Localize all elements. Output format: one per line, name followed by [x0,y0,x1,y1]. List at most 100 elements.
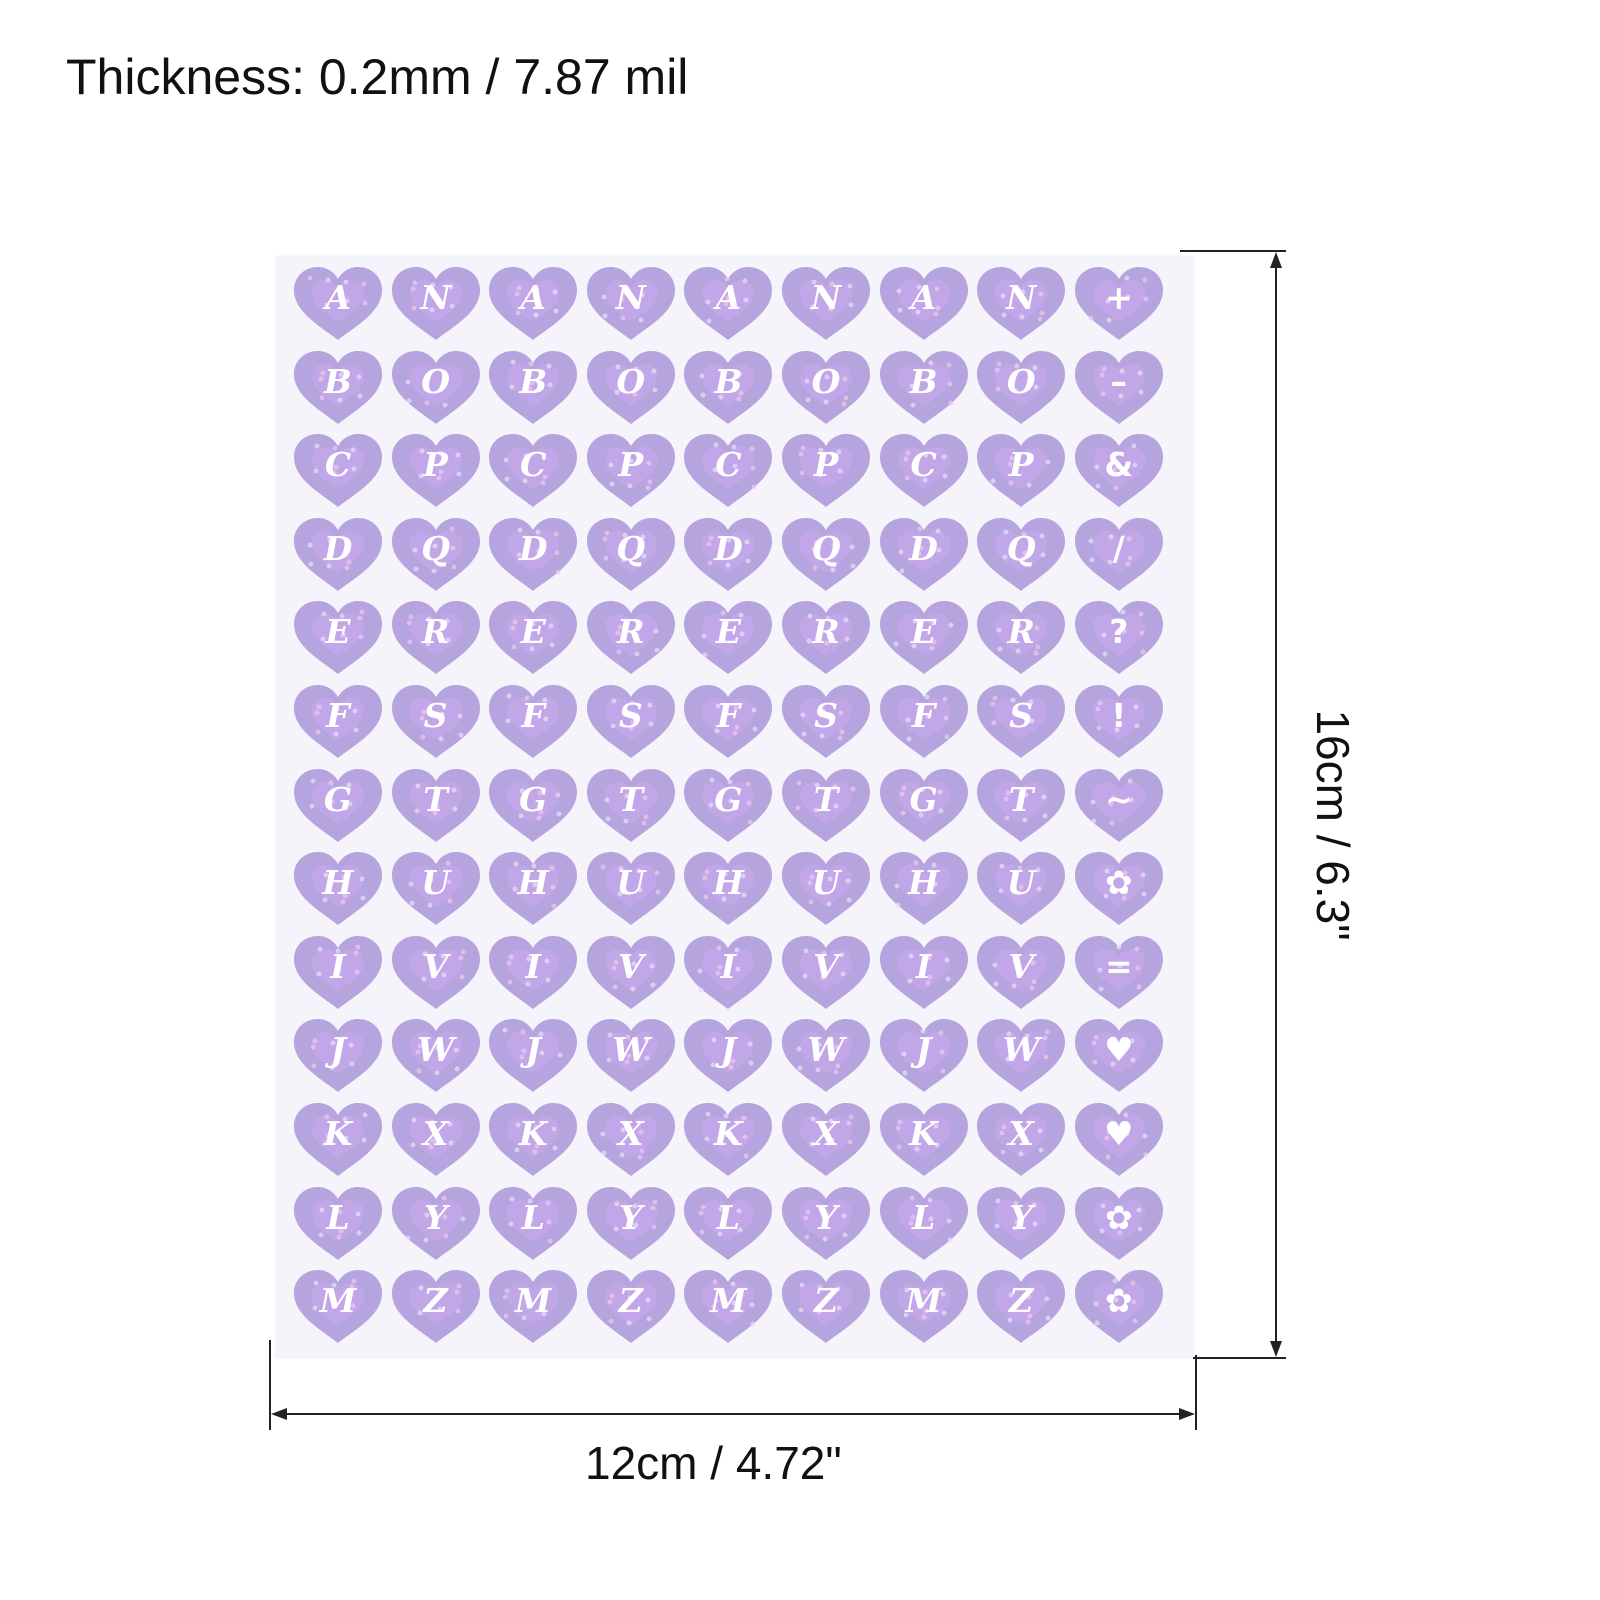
heart-sticker: D [485,515,581,595]
heart-sticker: M [290,1267,386,1347]
heart-shape [977,852,1066,926]
heart-shape [294,601,382,675]
heart-sticker: J [680,1016,776,1096]
sticker-letter: W [417,1030,455,1070]
sticker-letter: F [521,696,545,735]
heart-sticker: D [290,515,386,595]
heart-shape [1074,434,1163,508]
heart-shape [684,685,773,758]
sticker-letter: K [714,1114,743,1153]
sticker-letter: M [905,1281,942,1321]
heart-sticker: O [583,348,679,428]
heart-sticker: C [485,431,581,511]
heart-sticker: I [680,933,776,1013]
sticker-letter: Q [616,528,646,568]
heart-sticker: T [388,766,484,846]
heart-shape [879,350,968,424]
heart-shape [489,267,578,340]
heart-shape [489,517,578,591]
heart-shape [684,852,773,926]
heart-sticker: F [290,682,386,762]
sticker-letter: X [813,1114,839,1153]
sticker-letter: D [714,528,743,568]
sticker-letter: C [324,445,352,485]
heart-shape [782,350,870,424]
sticker-letter: E [325,612,351,652]
heart-shape [879,685,968,758]
sticker-letter: Q [421,528,450,568]
heart-sticker: P [778,431,874,511]
sticker-letter: P [813,445,839,485]
heart-sticker: B [290,348,386,428]
heart-sticker: C [680,431,776,511]
sticker-symbol: = [1104,946,1133,986]
heart-shape [294,517,382,591]
heart-shape [1074,1019,1163,1093]
sticker-letter: L [326,1197,350,1237]
heart-shape [879,1019,968,1093]
heart-sticker: ✿ [1071,1267,1167,1347]
width-label: 12cm / 4.72" [585,1437,842,1489]
sticker-letter: Q [1006,528,1036,568]
heart-sticker: ♥ [1071,1016,1167,1096]
heart-sticker: O [973,348,1069,428]
heart-shape [294,1019,382,1093]
heart-shape [684,350,773,424]
heart-sticker: Y [583,1184,679,1264]
sticker-letter: R [421,612,450,652]
heart-sticker: R [388,598,484,678]
heart-sticker: + [1071,264,1167,344]
heart-sticker: O [778,348,874,428]
heart-sticker: X [973,1100,1069,1180]
heart-sticker: H [485,849,581,929]
heart-sticker: A [290,264,386,344]
thickness-label: Thickness: 0.2mm / 7.87 mil [66,49,689,105]
sticker-letter: I [915,946,932,986]
heart-sticker: X [778,1100,874,1180]
heart-shape [586,267,675,340]
heart-sticker: = [1071,933,1167,1013]
heart-sticker: I [876,933,972,1013]
heart-shape [489,434,578,508]
heart-shape [586,1270,675,1344]
heart-shape [1074,350,1163,424]
sticker-letter: G [519,779,548,819]
heart-sticker: N [583,264,679,344]
sticker-symbol: + [1104,278,1133,317]
heart-shape [294,685,382,758]
sticker-letter: E [520,612,546,652]
sticker-letter: N [810,278,842,317]
heart-sticker: A [680,264,776,344]
heart-sticker: Y [973,1184,1069,1264]
sticker-letter: Z [618,1281,643,1321]
sticker-letter: S [618,696,643,735]
heart-shape [879,267,968,340]
heart-shape [489,1103,578,1176]
heart-shape [977,685,1066,758]
sticker-symbol: ? [1109,612,1129,652]
heart-shape [977,1270,1066,1344]
sticker-letter: T [618,779,644,819]
heart-sticker: J [290,1016,386,1096]
heart-shape [391,685,480,758]
heart-shape [977,434,1066,508]
heart-shape [684,1019,773,1093]
heart-shape [977,601,1066,675]
heart-shape [782,1019,870,1093]
sticker-symbol: ! [1111,696,1127,735]
heart-shape [1074,517,1163,591]
sticker-letter: A [325,278,351,317]
heart-sticker: L [680,1184,776,1264]
heart-shape [489,1270,578,1344]
heart-shape [586,1019,675,1093]
heart-sticker: Z [973,1267,1069,1347]
heart-sticker: N [388,264,484,344]
heart-shape [782,1103,870,1176]
sticker-letter: J [720,1030,737,1070]
heart-shape [586,434,675,508]
heart-shape [684,768,773,842]
heart-sticker: & [1071,431,1167,511]
sticker-letter: H [517,863,549,903]
heart-sticker: B [680,348,776,428]
heart-shape [879,1186,968,1260]
